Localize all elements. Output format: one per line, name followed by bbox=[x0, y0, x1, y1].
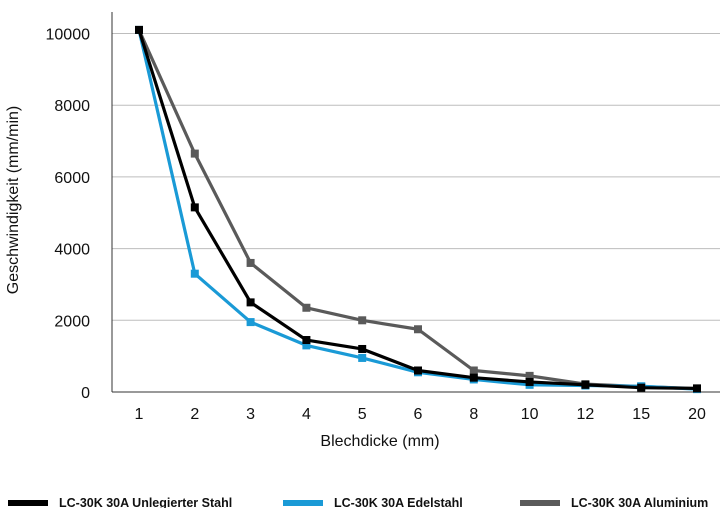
y-axis-label: Geschwindigkeit (mm/min) bbox=[5, 106, 22, 294]
y-tick-label: 10000 bbox=[46, 27, 91, 44]
series-2 bbox=[135, 25, 701, 393]
data-point bbox=[302, 336, 311, 345]
data-point bbox=[358, 353, 367, 362]
y-tick-label: 6000 bbox=[54, 170, 90, 187]
data-point bbox=[190, 269, 199, 278]
data-point bbox=[469, 366, 478, 375]
x-tick-label: 6 bbox=[414, 406, 423, 423]
x-tick-label: 12 bbox=[577, 406, 595, 423]
legend-swatch bbox=[520, 500, 560, 506]
legend-label: LC-30K 30A Edelstahl bbox=[334, 496, 463, 508]
data-point bbox=[414, 325, 422, 334]
data-point bbox=[358, 344, 367, 353]
x-tick-label: 2 bbox=[190, 406, 199, 423]
legend-label: LC-30K 30A Aluminium bbox=[571, 496, 708, 508]
data-point bbox=[246, 318, 255, 327]
x-tick-label: 8 bbox=[469, 406, 478, 423]
data-point bbox=[135, 25, 143, 34]
data-point bbox=[637, 383, 646, 392]
legend: LC-30K 30A Unlegierter Stahl LC-30K 30A E… bbox=[8, 496, 708, 508]
legend-item: LC-30K 30A Edelstahl bbox=[283, 496, 463, 508]
series-group bbox=[135, 25, 701, 394]
x-tick-label: 5 bbox=[358, 406, 367, 423]
legend-label: LC-30K 30A Unlegierter Stahl bbox=[59, 496, 232, 508]
series-line bbox=[137, 29, 698, 391]
legend-swatch bbox=[8, 500, 48, 506]
data-point bbox=[469, 373, 478, 382]
series-1 bbox=[135, 25, 701, 394]
series-0 bbox=[135, 25, 701, 393]
data-point bbox=[302, 303, 311, 312]
x-tick-label: 10 bbox=[521, 406, 539, 423]
data-point bbox=[693, 384, 701, 393]
legend-item: LC-30K 30A Unlegierter Stahl bbox=[8, 496, 232, 508]
y-tick-label: 0 bbox=[81, 385, 90, 402]
x-axis-label: Blechdicke (mm) bbox=[320, 433, 439, 450]
y-tick-label: 2000 bbox=[54, 313, 90, 330]
x-tick-label: 15 bbox=[632, 406, 650, 423]
data-point bbox=[246, 258, 255, 267]
data-point bbox=[581, 380, 590, 389]
data-point bbox=[246, 298, 255, 307]
data-point bbox=[414, 366, 422, 375]
legend-swatch bbox=[283, 500, 323, 506]
gridlines bbox=[112, 33, 720, 321]
data-point bbox=[358, 316, 367, 325]
data-point bbox=[190, 203, 199, 212]
data-point bbox=[302, 341, 311, 350]
x-tick-label: 3 bbox=[246, 406, 255, 423]
y-tick-label: 8000 bbox=[54, 98, 90, 115]
axes bbox=[111, 12, 720, 393]
y-tick-labels: 0 2000 4000 6000 8000 10000 bbox=[46, 27, 91, 402]
data-point bbox=[525, 371, 534, 380]
x-tick-labels: 1 2 3 4 5 6 8 10 12 15 20 bbox=[135, 406, 706, 423]
x-tick-label: 20 bbox=[688, 406, 706, 423]
x-tick-label: 1 bbox=[135, 406, 144, 423]
x-tick-label: 4 bbox=[302, 406, 311, 423]
y-tick-label: 4000 bbox=[54, 242, 90, 259]
legend-item: LC-30K 30A Aluminium bbox=[520, 496, 708, 508]
data-point bbox=[190, 149, 199, 158]
data-point bbox=[525, 377, 534, 386]
